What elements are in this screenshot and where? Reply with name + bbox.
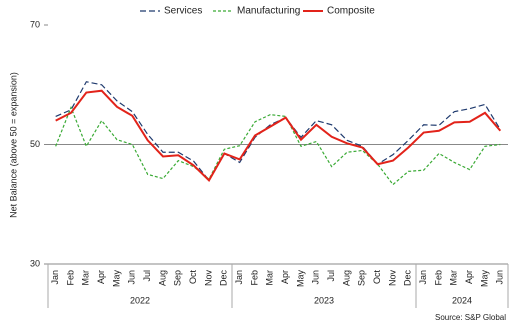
legend-label: Services: [164, 6, 202, 17]
y-tick-label: 30: [30, 258, 40, 268]
x-tick-label: Apr: [280, 270, 290, 284]
x-tick-label: Jan: [234, 270, 244, 285]
x-tick-label: Apr: [464, 270, 474, 284]
x-tick-label: Jun: [311, 270, 321, 285]
series-line: [55, 89, 502, 182]
x-tick-label: Jul: [326, 270, 336, 282]
y-tick-label: 70: [30, 19, 40, 29]
x-tick-label: Jun: [495, 270, 505, 285]
x-tick-label: Jan: [50, 270, 60, 285]
x-tick-label: Jun: [127, 270, 137, 285]
x-tick-label: Dec: [403, 270, 413, 287]
x-tick-label: Oct: [188, 270, 198, 285]
x-tick-label: Nov: [387, 270, 397, 287]
x-tick-label: May: [479, 270, 489, 288]
series-line: [55, 105, 501, 186]
y-tick-label: 50: [30, 139, 40, 149]
x-tick-label: Sep: [173, 270, 183, 286]
x-tick-label: Sep: [357, 270, 367, 286]
y-axis-label: Net Balance (above 50 = expansion): [8, 72, 18, 218]
x-group-label: 2023: [314, 295, 334, 305]
legend-label: Manufacturing: [237, 6, 300, 17]
x-tick-label: Mar: [265, 270, 275, 286]
x-group-label: 2022: [130, 295, 150, 305]
x-tick-label: Jan: [418, 270, 428, 285]
x-tick-label: Feb: [433, 270, 443, 286]
x-tick-label: May: [111, 270, 121, 288]
x-tick-label: Feb: [65, 270, 75, 286]
x-tick-label: Aug: [341, 270, 351, 286]
legend-label: Composite: [327, 6, 375, 17]
x-group-label: 2024: [452, 295, 472, 305]
x-tick-label: Mar: [449, 270, 459, 286]
x-tick-label: Jul: [142, 270, 152, 282]
x-tick-label: Oct: [372, 270, 382, 285]
x-tick-label: Apr: [96, 270, 106, 284]
x-tick-label: Mar: [81, 270, 91, 286]
x-tick-label: Nov: [203, 270, 213, 287]
x-tick-label: Aug: [157, 270, 167, 286]
x-tick-label: Feb: [249, 270, 259, 286]
x-tick-label: May: [295, 270, 305, 288]
x-tick-label: Dec: [219, 270, 229, 287]
source: Source: S&P Global: [435, 313, 506, 322]
